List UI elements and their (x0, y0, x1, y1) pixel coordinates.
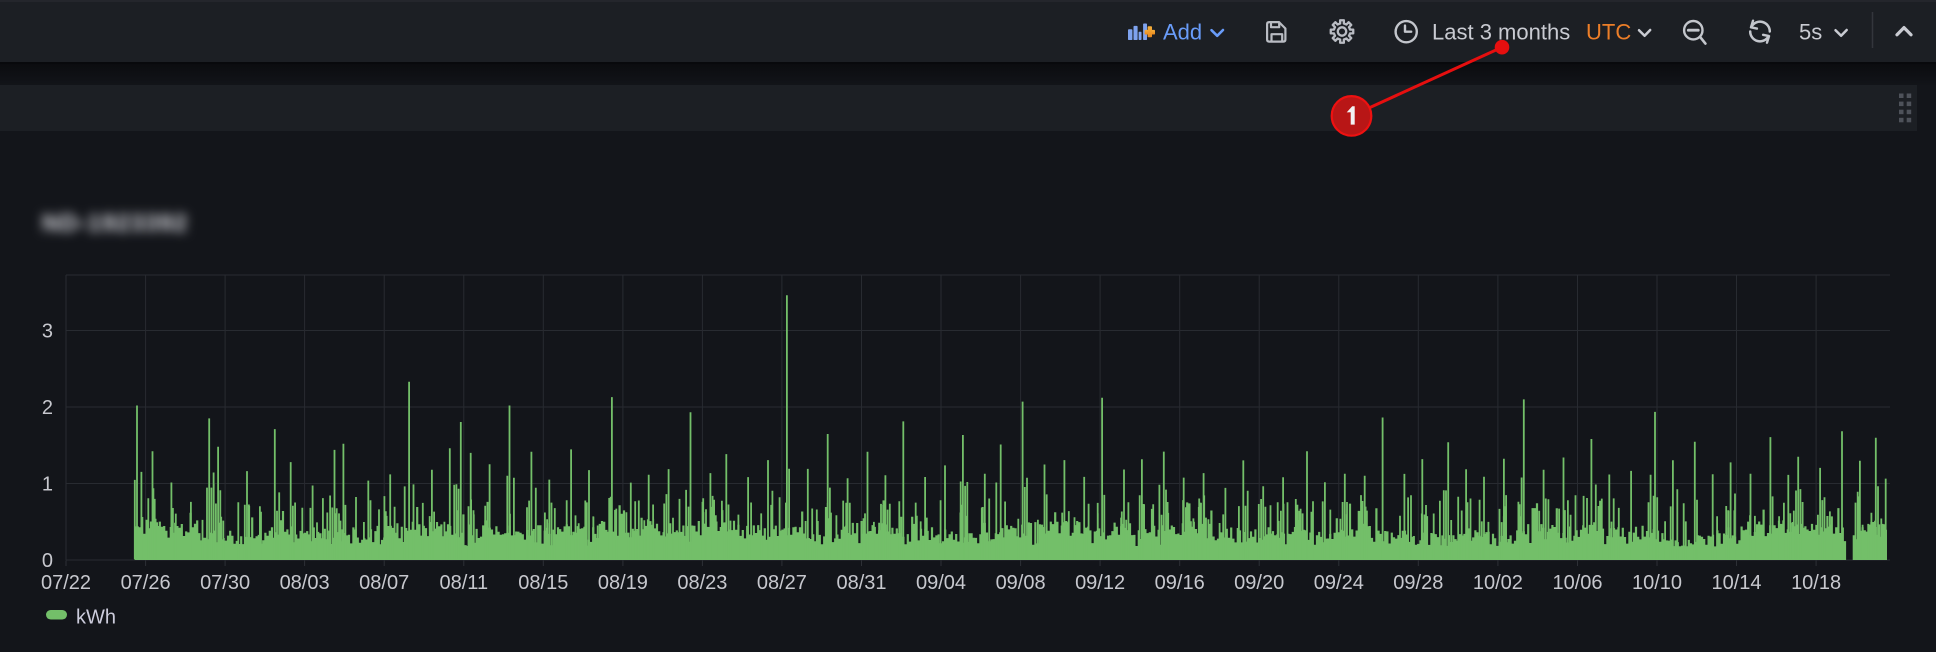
svg-text:07/26: 07/26 (121, 572, 171, 594)
svg-text:10/06: 10/06 (1552, 572, 1602, 594)
svg-text:09/12: 09/12 (1075, 572, 1125, 594)
svg-text:08/07: 08/07 (359, 572, 409, 594)
svg-text:0: 0 (42, 550, 53, 572)
svg-text:09/20: 09/20 (1234, 572, 1284, 594)
svg-text:09/28: 09/28 (1393, 572, 1443, 594)
svg-text:09/24: 09/24 (1314, 572, 1364, 594)
svg-text:08/27: 08/27 (757, 572, 807, 594)
svg-text:08/11: 08/11 (440, 572, 489, 594)
svg-text:UTC: UTC (1586, 20, 1631, 45)
svg-text:09/04: 09/04 (916, 572, 966, 594)
svg-text:10/10: 10/10 (1632, 572, 1682, 594)
svg-text:10/02: 10/02 (1473, 572, 1523, 594)
svg-text:3: 3 (42, 321, 53, 343)
svg-text:07/22: 07/22 (41, 572, 91, 594)
svg-text:09/08: 09/08 (996, 572, 1046, 594)
svg-text:10/14: 10/14 (1711, 572, 1761, 594)
svg-text:1: 1 (42, 474, 53, 496)
svg-text:08/03: 08/03 (280, 572, 330, 594)
svg-text:08/23: 08/23 (677, 572, 727, 594)
svg-text:Add: Add (1163, 20, 1202, 45)
svg-text:kWh: kWh (76, 607, 116, 629)
svg-text:07/30: 07/30 (200, 572, 250, 594)
svg-text:09/16: 09/16 (1155, 572, 1205, 594)
svg-text:2: 2 (42, 397, 53, 419)
svg-text:10/18: 10/18 (1791, 572, 1841, 594)
svg-text:08/15: 08/15 (518, 572, 568, 594)
svg-text:08/19: 08/19 (598, 572, 648, 594)
svg-text:08/31: 08/31 (836, 572, 886, 594)
svg-text:ND-1923392: ND-1923392 (42, 210, 188, 237)
svg-text:5s: 5s (1799, 20, 1822, 45)
